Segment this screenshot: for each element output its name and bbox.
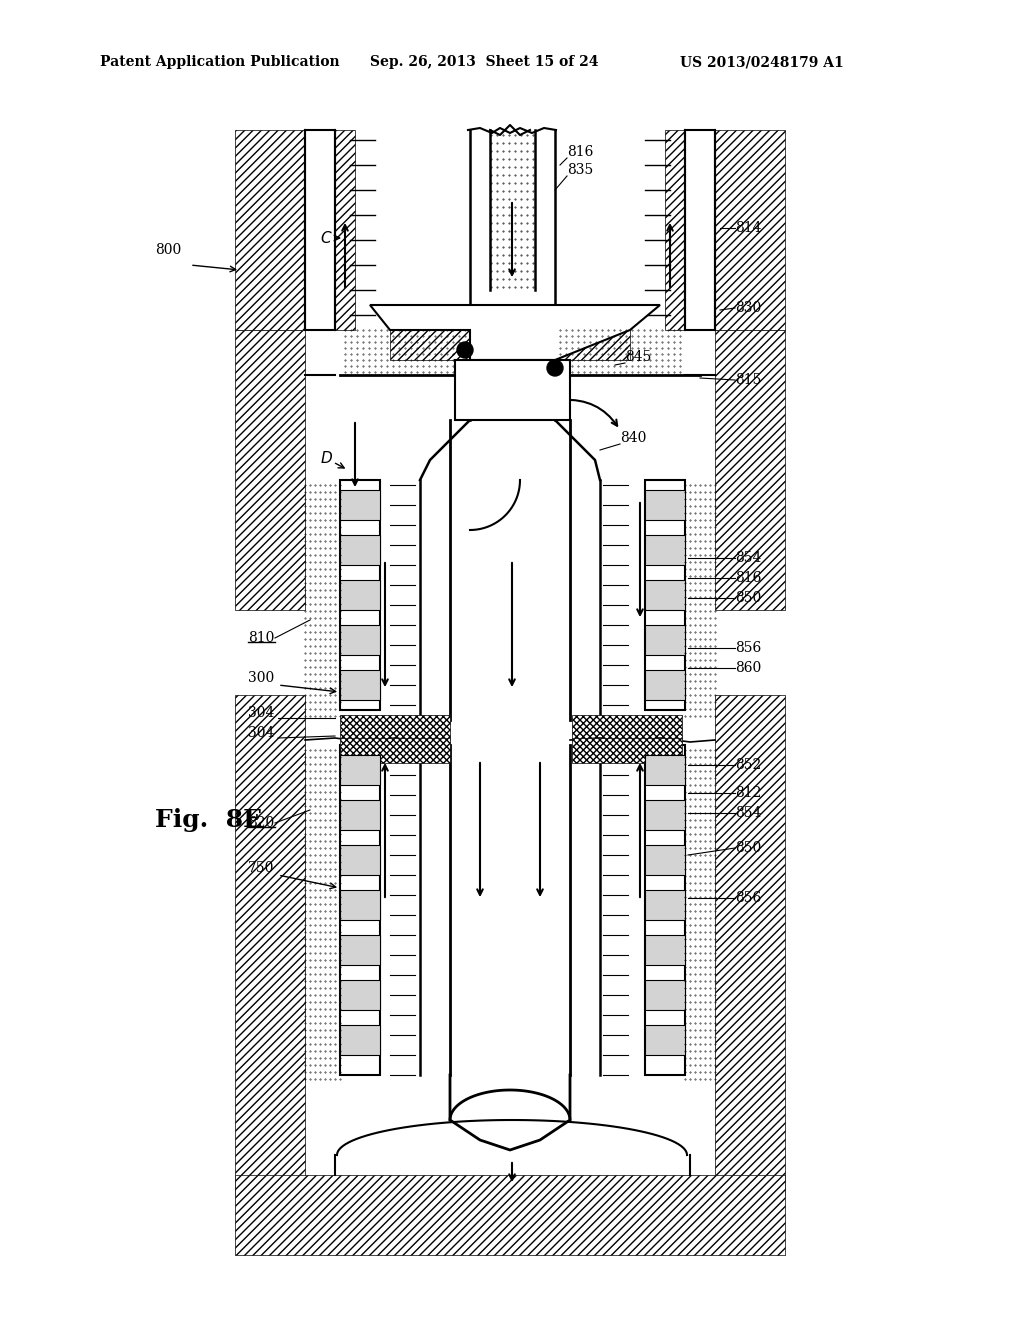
Polygon shape xyxy=(645,800,685,830)
Bar xyxy=(234,696,305,1195)
Polygon shape xyxy=(340,979,380,1010)
Text: 815: 815 xyxy=(735,374,762,387)
Text: 852: 852 xyxy=(735,758,761,772)
Polygon shape xyxy=(645,755,685,785)
Bar xyxy=(305,129,335,330)
Polygon shape xyxy=(645,579,685,610)
Polygon shape xyxy=(645,1026,685,1055)
Text: 830: 830 xyxy=(735,301,761,315)
Text: 304: 304 xyxy=(248,726,274,741)
Circle shape xyxy=(547,360,563,376)
Polygon shape xyxy=(340,624,380,655)
Text: 850: 850 xyxy=(735,841,761,855)
Bar xyxy=(234,1175,785,1255)
Text: 816: 816 xyxy=(735,572,762,585)
Polygon shape xyxy=(645,979,685,1010)
Polygon shape xyxy=(340,490,380,520)
Bar xyxy=(572,715,682,741)
Text: 835: 835 xyxy=(567,162,593,177)
Text: Fig.  8E: Fig. 8E xyxy=(155,808,262,832)
Bar xyxy=(234,330,305,610)
Polygon shape xyxy=(340,755,380,785)
Polygon shape xyxy=(340,800,380,830)
Polygon shape xyxy=(645,845,685,875)
Text: 856: 856 xyxy=(735,642,761,655)
Text: 300: 300 xyxy=(248,671,274,685)
Text: Patent Application Publication: Patent Application Publication xyxy=(100,55,340,69)
Bar xyxy=(340,480,380,710)
Text: 854: 854 xyxy=(735,807,762,820)
Text: 304: 304 xyxy=(248,706,274,719)
Text: 854: 854 xyxy=(735,550,762,565)
Polygon shape xyxy=(340,935,380,965)
Polygon shape xyxy=(340,1026,380,1055)
Text: Sep. 26, 2013  Sheet 15 of 24: Sep. 26, 2013 Sheet 15 of 24 xyxy=(370,55,598,69)
Text: 820: 820 xyxy=(248,816,274,830)
Polygon shape xyxy=(645,671,685,700)
Text: 850: 850 xyxy=(735,591,761,605)
Bar xyxy=(715,696,785,1195)
Text: 845: 845 xyxy=(625,350,651,364)
Bar xyxy=(645,480,685,710)
Polygon shape xyxy=(340,671,380,700)
Polygon shape xyxy=(645,890,685,920)
Bar xyxy=(390,330,470,360)
Polygon shape xyxy=(340,535,380,565)
Polygon shape xyxy=(370,305,660,360)
Bar xyxy=(645,744,685,1074)
Bar xyxy=(455,360,570,420)
Bar xyxy=(340,738,450,763)
Text: $\it{D}$: $\it{D}$ xyxy=(319,450,333,466)
Text: $\it{C}$: $\it{C}$ xyxy=(319,230,333,246)
Polygon shape xyxy=(645,624,685,655)
Text: 856: 856 xyxy=(735,891,761,906)
Circle shape xyxy=(457,342,473,358)
Polygon shape xyxy=(340,890,380,920)
Polygon shape xyxy=(340,845,380,875)
Bar xyxy=(715,330,785,610)
Polygon shape xyxy=(645,935,685,965)
Polygon shape xyxy=(645,490,685,520)
Polygon shape xyxy=(645,535,685,565)
Bar xyxy=(234,129,355,330)
Text: US 2013/0248179 A1: US 2013/0248179 A1 xyxy=(680,55,844,69)
Text: 750: 750 xyxy=(248,861,274,875)
Text: 816: 816 xyxy=(567,145,593,158)
Bar xyxy=(340,715,450,741)
Text: 860: 860 xyxy=(735,661,761,675)
Bar xyxy=(665,129,785,330)
Text: 810: 810 xyxy=(248,631,274,645)
Text: 840: 840 xyxy=(620,432,646,445)
Text: 812: 812 xyxy=(735,785,762,800)
Text: 800: 800 xyxy=(155,243,181,257)
Polygon shape xyxy=(340,579,380,610)
Bar xyxy=(685,129,715,330)
Bar xyxy=(572,738,682,763)
Text: 814: 814 xyxy=(735,220,762,235)
Bar xyxy=(340,744,380,1074)
Bar xyxy=(555,330,630,360)
